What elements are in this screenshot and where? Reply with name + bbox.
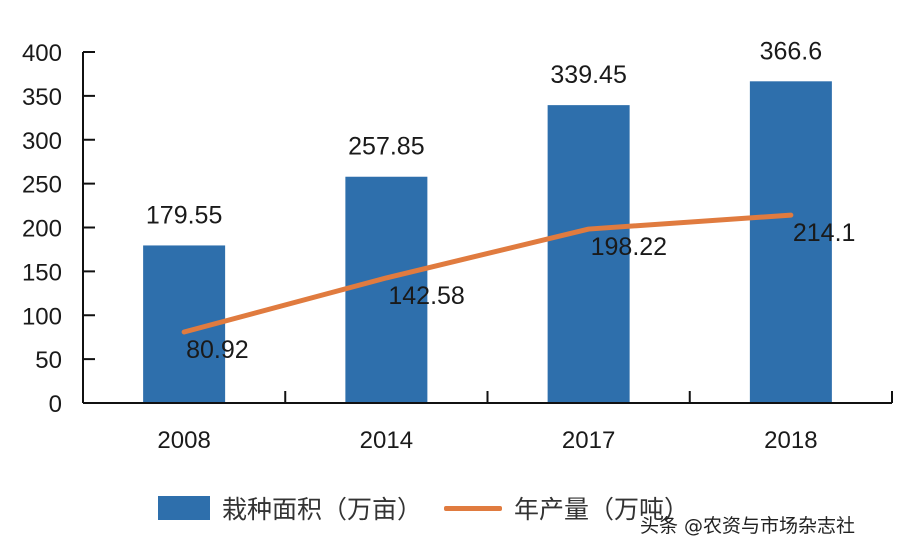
y-axis: 0 50 100 150 200 250 300 350 400 (22, 40, 95, 418)
line-value-label: 214.1 (793, 219, 856, 247)
y-tick-label: 300 (22, 128, 62, 155)
watermark: 头条 @农资与市场杂志社 (640, 515, 856, 537)
y-tick-label: 250 (22, 172, 62, 199)
bar (547, 105, 630, 403)
data-labels: 179.55 257.85 339.45 366.6 80.92 142.58 198.22… (146, 37, 856, 364)
legend-line-label: 年产量（万吨） (514, 495, 690, 524)
line-series (181, 212, 794, 335)
line-path (181, 212, 794, 335)
y-tick-label: 100 (22, 303, 62, 330)
bar-value-label: 179.55 (146, 201, 222, 229)
line-value-label: 80.92 (186, 336, 249, 364)
bar (345, 176, 428, 403)
line-value-label: 142.58 (388, 282, 464, 310)
x-tick-label: 2017 (562, 427, 615, 454)
y-tick-label: 150 (22, 259, 62, 286)
y-tick-label: 350 (22, 84, 62, 111)
x-tick-label: 2008 (157, 427, 210, 454)
bar-value-label: 339.45 (550, 61, 626, 89)
x-axis: 2008 2014 2017 2018 (83, 391, 893, 454)
y-tick-label: 200 (22, 216, 62, 243)
y-tick-label: 50 (35, 347, 62, 374)
bar-value-label: 257.85 (348, 133, 424, 161)
bar (749, 81, 832, 403)
legend-line-swatch (444, 505, 503, 511)
line-value-label: 198.22 (591, 233, 667, 261)
y-tick-label: 400 (22, 40, 62, 67)
legend-bar-swatch (158, 496, 210, 520)
x-tick-label: 2018 (764, 427, 817, 454)
bar-value-label: 366.6 (760, 37, 823, 65)
x-tick-label: 2014 (360, 427, 413, 454)
y-tick-label: 0 (49, 391, 62, 418)
legend-bar-label: 栽种面积（万亩） (222, 495, 423, 524)
legend: 栽种面积（万亩） 年产量（万吨） (158, 490, 689, 526)
